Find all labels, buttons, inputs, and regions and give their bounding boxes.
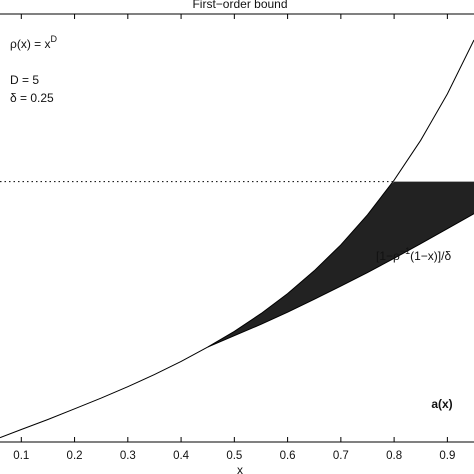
x-tick-label: 0.7 [333, 450, 349, 462]
fill-region-layer [207, 181, 474, 348]
upper-curve-label: [1−ρ−1(1−x)]/δ [376, 246, 451, 263]
x-tick-label: 0.8 [386, 450, 402, 462]
upper-label-part-3: (1−x)]/δ [410, 249, 451, 263]
d-value: D = 5 [10, 73, 39, 87]
x-tick-label: 0.3 [120, 450, 136, 462]
x-tick-label: 0.4 [173, 450, 190, 462]
upper-bound-curve [0, 39, 474, 439]
x-tick-label: 0.9 [439, 450, 455, 462]
a-of-x-label: a(x) [431, 397, 452, 411]
x-axis-label: x [237, 463, 243, 474]
shaded-gap-region [207, 181, 474, 348]
x-tick-label: 0.2 [67, 450, 83, 462]
x-tick-label: 0.5 [226, 450, 242, 462]
x-tick-label: 0.6 [280, 450, 296, 462]
x-tick-label: 0.1 [13, 450, 29, 462]
a-of-x-curve [207, 213, 474, 348]
delta-value: δ = 0.25 [10, 91, 54, 105]
upper-label-part-1: [1−ρ [376, 249, 400, 263]
rho-text: ρ(x) = x [10, 37, 51, 51]
chart-title: First−order bound [192, 0, 287, 11]
x-tick-layer: 0.1 0.2 0.3 0.4 0.5 0.6 0.7 0.8 0.9 [13, 14, 455, 462]
rho-exponent: D [51, 34, 58, 44]
series-line-layer [0, 39, 474, 439]
upper-label-part-2: −1 [400, 246, 410, 256]
rho-definition: ρ(x) = xD [10, 34, 58, 51]
